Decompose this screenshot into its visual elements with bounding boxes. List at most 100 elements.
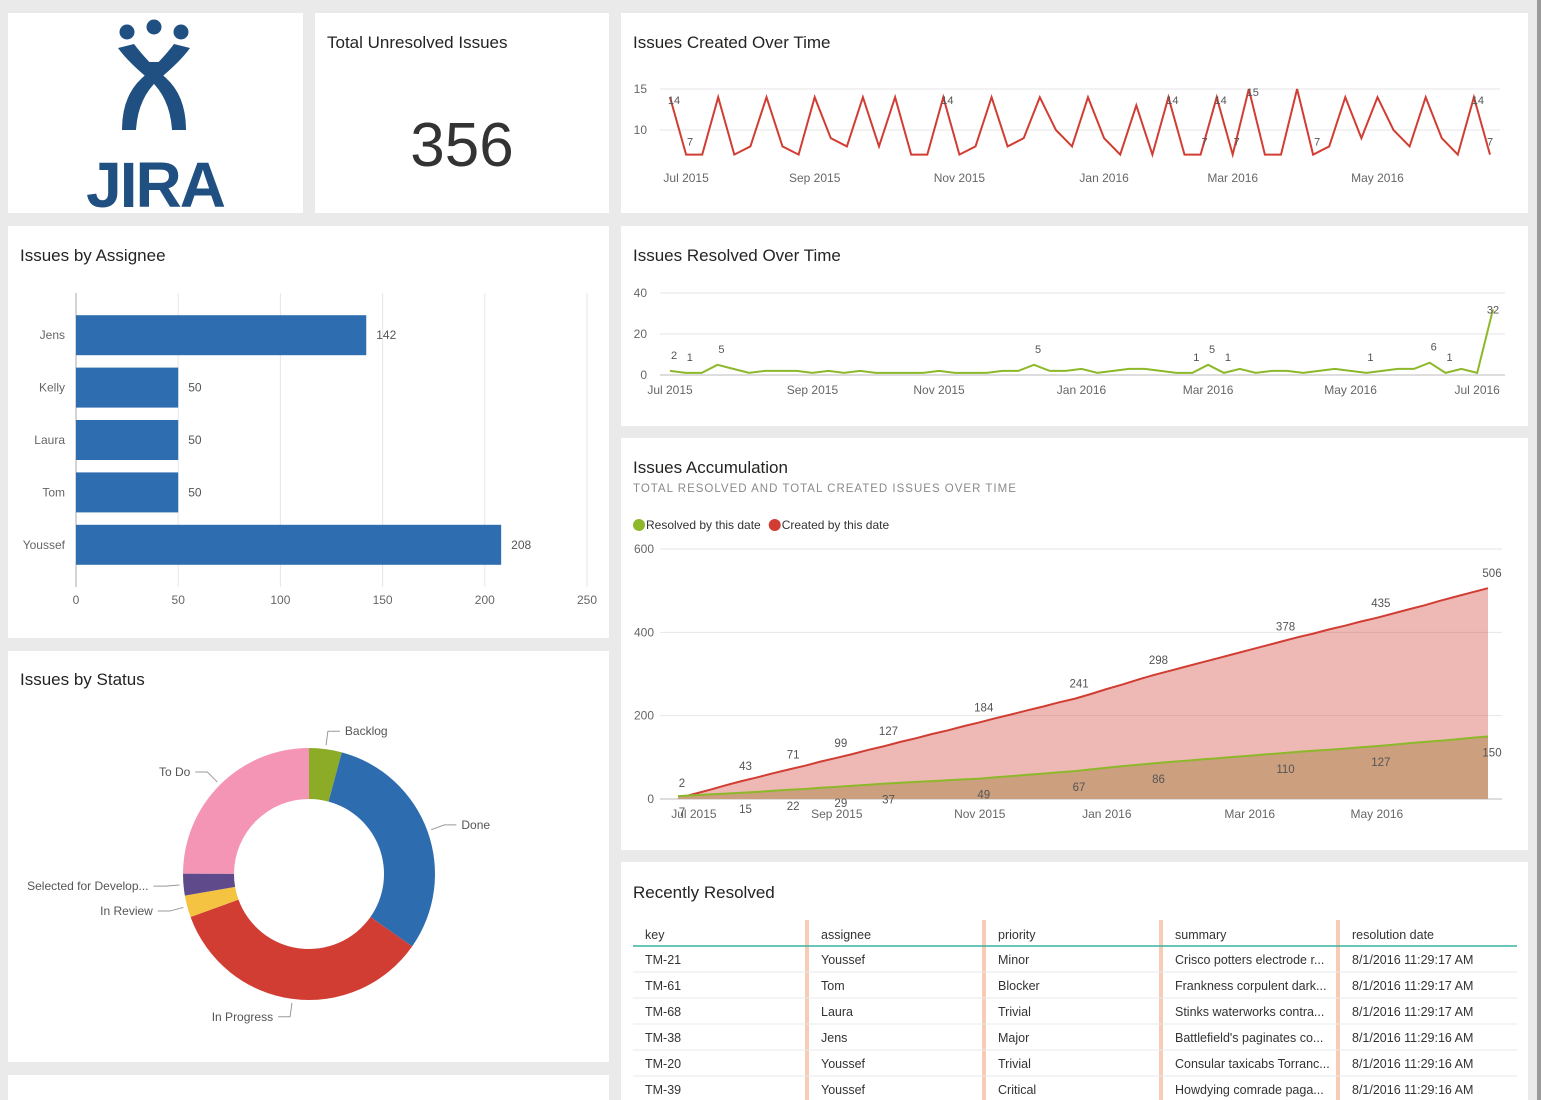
- data-label: 5: [718, 344, 724, 356]
- data-label: 150: [1482, 748, 1501, 760]
- slice-label: In Review: [100, 904, 153, 918]
- data-label: 14: [1472, 95, 1484, 107]
- table-cell: Youssef: [821, 953, 866, 967]
- y-tick-label: Jens: [40, 328, 65, 342]
- slice-label: Selected for Develop...: [27, 879, 148, 893]
- x-tick-label: Nov 2015: [934, 171, 986, 185]
- data-label: 50: [188, 433, 202, 447]
- leader-line: [325, 730, 340, 746]
- data-label: 208: [511, 538, 531, 552]
- data-label: 15: [739, 804, 752, 816]
- chart-title: Issues by Assignee: [20, 246, 166, 265]
- data-label: 127: [1371, 757, 1390, 769]
- slice-label: Done: [461, 818, 490, 832]
- table-cell: Battlefield's paginates co...: [1175, 1031, 1323, 1045]
- tile: [8, 651, 609, 1062]
- data-label: 71: [787, 749, 800, 761]
- bar: [76, 420, 179, 460]
- logo-body: [118, 44, 186, 130]
- x-tick-label: Jul 2015: [663, 171, 709, 185]
- x-tick-label: Mar 2016: [1207, 171, 1258, 185]
- y-tick-label: Youssef: [23, 538, 66, 552]
- tile: [315, 13, 609, 213]
- data-label: 14: [668, 95, 680, 107]
- chart-title: Issues by Status: [20, 670, 145, 689]
- table-cell: 8/1/2016 11:29:17 AM: [1352, 1005, 1473, 1019]
- table-cell: 8/1/2016 11:29:16 AM: [1352, 1083, 1473, 1097]
- x-tick-label: Jan 2016: [1082, 807, 1132, 821]
- donut-slice: [328, 752, 436, 947]
- table-cell: 8/1/2016 11:29:16 AM: [1352, 1057, 1473, 1071]
- y-tick-label: 20: [634, 327, 648, 341]
- logo-head: [146, 19, 162, 35]
- line: [669, 309, 1494, 375]
- table-cell: 8/1/2016 11:29:17 AM: [1352, 979, 1473, 993]
- data-label: 298: [1149, 655, 1168, 667]
- legend-label: Created by this date: [782, 518, 890, 532]
- logo-text: JIRA: [86, 149, 225, 221]
- table-cell: Blocker: [998, 979, 1040, 993]
- table-cell: Consular taxicabs Torranc...: [1175, 1057, 1330, 1071]
- data-label: 6: [1431, 342, 1437, 354]
- table-cell: Laura: [821, 1005, 853, 1019]
- x-tick-label: Jan 2016: [1057, 383, 1107, 397]
- table-cell: Frankness corpulent dark...: [1175, 979, 1326, 993]
- x-tick-label: 200: [475, 593, 495, 607]
- table-cell: 8/1/2016 11:29:16 AM: [1352, 1031, 1473, 1045]
- donut-slice: [190, 899, 413, 1001]
- column-header: resolution date: [1352, 928, 1434, 942]
- x-tick-label: Jul 2016: [1454, 383, 1500, 397]
- tile: [8, 13, 303, 213]
- leader-line: [195, 771, 218, 783]
- data-label: 7: [679, 807, 685, 819]
- x-tick-label: Sep 2015: [787, 383, 839, 397]
- data-label: 506: [1482, 568, 1501, 580]
- table-cell: TM-68: [645, 1005, 681, 1019]
- logo-heart: [146, 62, 162, 72]
- data-label: 184: [974, 702, 994, 714]
- legend-label: Resolved by this date: [646, 518, 761, 532]
- tile: [621, 226, 1528, 426]
- x-tick-label: Jul 2015: [647, 383, 693, 397]
- data-label: 7: [1202, 137, 1208, 149]
- y-tick-label: Tom: [42, 485, 65, 499]
- y-tick-label: 400: [634, 625, 654, 639]
- x-tick-label: Mar 2016: [1183, 383, 1234, 397]
- slice-label: Backlog: [345, 724, 388, 738]
- data-label: 14: [1166, 95, 1178, 107]
- data-label: 1: [1367, 352, 1373, 364]
- data-label: 49: [977, 790, 990, 802]
- table-cell: Stinks waterworks contra...: [1175, 1005, 1324, 1019]
- x-tick-label: May 2016: [1350, 807, 1403, 821]
- y-tick-label: 0: [647, 792, 654, 806]
- x-tick-label: Mar 2016: [1224, 807, 1275, 821]
- kpi-value: 356: [410, 111, 513, 180]
- donut-slice: [183, 873, 236, 896]
- column-separator: [982, 920, 986, 1100]
- data-label: 127: [879, 726, 898, 738]
- table-cell: TM-38: [645, 1031, 681, 1045]
- data-label: 14: [941, 95, 953, 107]
- column-header: summary: [1175, 928, 1227, 942]
- x-tick-label: 100: [270, 593, 290, 607]
- x-tick-label: 0: [73, 593, 80, 607]
- table-cell: Youssef: [821, 1083, 866, 1097]
- data-label: 86: [1152, 774, 1165, 786]
- data-label: 14: [1215, 95, 1227, 107]
- data-label: 32: [1487, 304, 1499, 316]
- table-cell: TM-39: [645, 1083, 681, 1097]
- data-label: 99: [834, 738, 847, 750]
- table-cell: TM-20: [645, 1057, 681, 1071]
- table-cell: Jens: [821, 1031, 847, 1045]
- y-tick-label: 15: [634, 82, 648, 96]
- chart-title: Issues Accumulation: [633, 458, 788, 477]
- table-cell: Minor: [998, 953, 1029, 967]
- legend-swatch: [768, 519, 781, 531]
- leader-line: [278, 1002, 293, 1018]
- table-cell: 8/1/2016 11:29:17 AM: [1352, 953, 1473, 967]
- bar: [76, 524, 502, 565]
- chart-subtitle: TOTAL RESOLVED AND TOTAL CREATED ISSUES …: [633, 483, 1017, 495]
- data-label: 142: [376, 328, 396, 342]
- data-label: 1: [1446, 352, 1452, 364]
